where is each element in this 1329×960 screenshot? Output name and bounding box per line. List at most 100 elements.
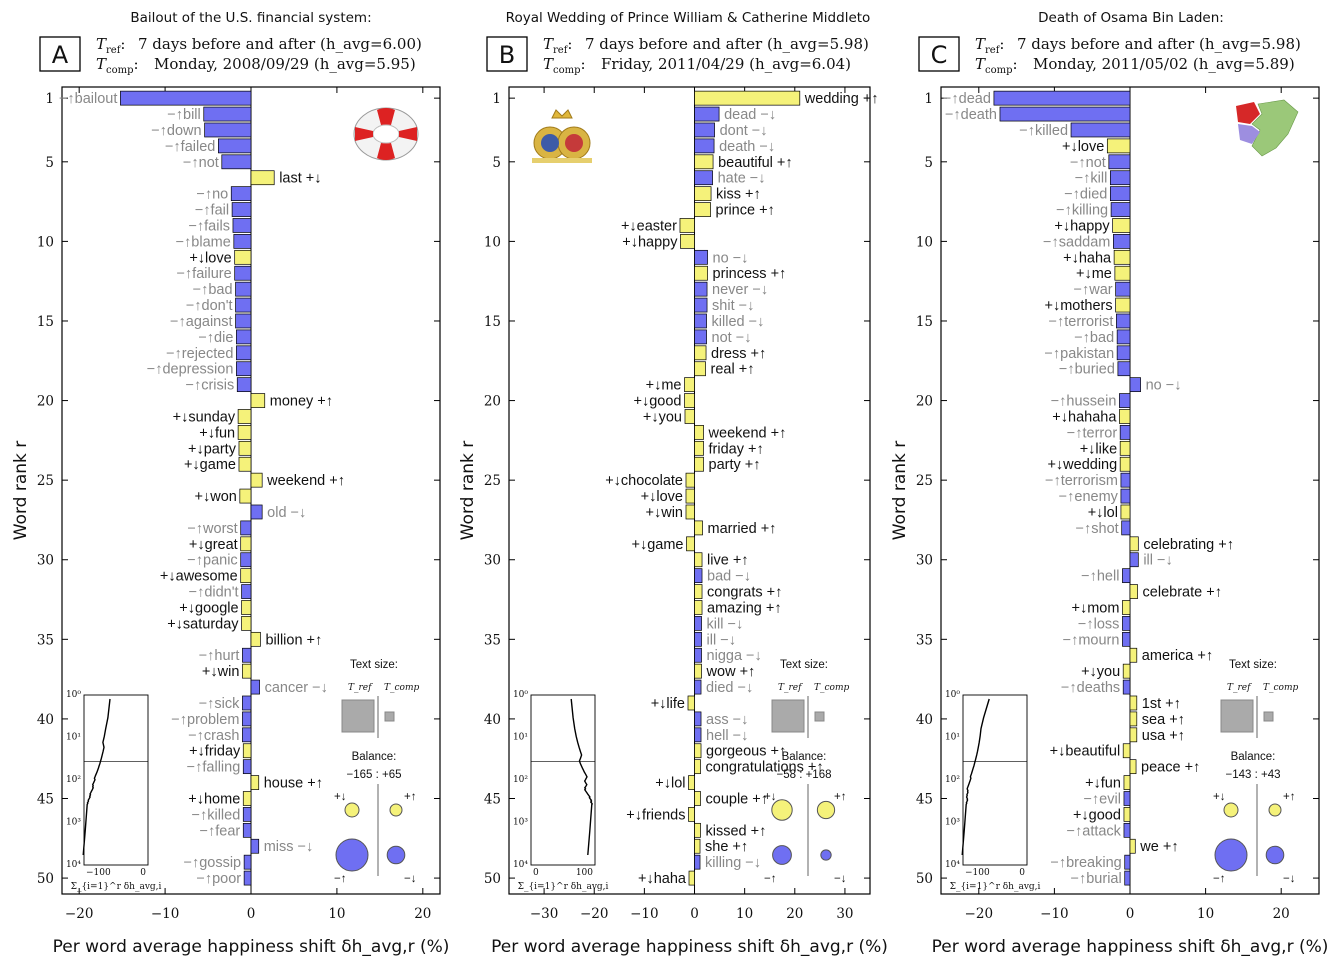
bar-label: −↑die xyxy=(198,330,233,346)
bar xyxy=(694,186,712,201)
y-tick-label: 10 xyxy=(37,234,54,250)
bar xyxy=(694,138,715,154)
bar xyxy=(1115,297,1131,313)
bar xyxy=(243,870,252,886)
bar xyxy=(243,854,252,870)
balance-pos-comp xyxy=(389,803,403,817)
bar xyxy=(694,679,702,695)
bar-label: no −↓ xyxy=(1146,378,1182,394)
bar-label: −↑terrorist xyxy=(1049,314,1114,330)
bar xyxy=(1122,679,1131,695)
bar-label: +↓haha xyxy=(638,871,687,887)
bar-label: shit −↓ xyxy=(712,298,754,314)
bar-label: she +↑ xyxy=(705,839,748,855)
y-tick-label: 50 xyxy=(484,871,501,887)
bar-label: +↓love xyxy=(189,250,231,266)
x-tick-label: 20 xyxy=(1273,906,1290,922)
bar-label: dead −↓ xyxy=(724,107,776,123)
y-axis-label: Word rank r xyxy=(890,441,910,541)
bar xyxy=(1129,552,1139,568)
cumulative-inset: 10⁰ 10¹ 10² 10³ 10⁴ 0 100 Σ_{i=1}^r δh_avg,i xyxy=(513,690,609,892)
tref-size-square xyxy=(771,699,805,733)
bar xyxy=(684,377,695,393)
bar-label: ill −↓ xyxy=(1143,553,1172,569)
bar-label: −↑attack xyxy=(1067,823,1122,839)
bar xyxy=(241,600,252,615)
tcomp-legend: T_comp xyxy=(1263,683,1298,693)
bar-label: party +↑ xyxy=(709,457,761,473)
bar xyxy=(240,536,252,552)
bar-label: killed −↓ xyxy=(712,314,765,330)
bar-label: no −↓ xyxy=(713,250,749,266)
bar xyxy=(237,409,252,424)
x-axis-label: Per word average happiness shift δh_avg,… xyxy=(932,937,1329,957)
bar-label: −↑loss xyxy=(1078,616,1120,632)
y-tick-label: 30 xyxy=(916,553,933,569)
inset-y-tick: 10³ xyxy=(513,818,528,828)
y-tick-label: 40 xyxy=(916,712,933,728)
bar-label: +↓awesome xyxy=(160,569,238,585)
bar xyxy=(688,775,695,790)
bar-label: −↑crash xyxy=(188,728,239,744)
bar xyxy=(694,759,701,775)
bar-label: nigga −↓ xyxy=(707,648,762,664)
bar-label: celebrating +↑ xyxy=(1143,537,1234,553)
balance-pos-ref xyxy=(771,799,793,821)
x-axis-label: Per word average happiness shift δh_avg,… xyxy=(53,937,450,957)
x-tick-label: 10 xyxy=(1197,906,1214,922)
y-tick-label: 15 xyxy=(916,314,933,330)
y-tick-label: 50 xyxy=(37,871,54,887)
balance-tag: +↓ xyxy=(334,791,346,803)
bar xyxy=(993,90,1131,106)
bar-label: married +↑ xyxy=(708,521,777,537)
bar xyxy=(1119,409,1131,424)
balance-value: −165 : +65 xyxy=(347,769,402,781)
bar xyxy=(1110,202,1131,217)
inset-x-label: Σ_{i=1}^r δh_avg,i xyxy=(518,882,609,892)
bar xyxy=(1122,600,1131,615)
bar-label: −↑rejected xyxy=(166,346,233,362)
bar-label: +↓happy xyxy=(1054,218,1110,234)
bar-label: billion +↑ xyxy=(265,632,322,648)
inset-x-label: Σ_{i=1}^r δh_avg,i xyxy=(950,882,1041,892)
bar-label: +↓beautiful xyxy=(1050,744,1121,760)
bar xyxy=(1117,361,1131,377)
bar xyxy=(694,600,703,615)
bar-label: +↓google xyxy=(179,600,238,616)
bar xyxy=(1116,313,1131,329)
bar-label: congrats +↑ xyxy=(707,585,782,601)
bar-label: −↑poor xyxy=(196,871,241,887)
x-tick-label: −10 xyxy=(1040,906,1069,922)
bar xyxy=(680,234,695,249)
y-tick-label: 20 xyxy=(916,394,933,410)
bar-label: weekend +↑ xyxy=(266,473,345,489)
bar xyxy=(1120,488,1131,504)
bar xyxy=(204,122,252,138)
bar xyxy=(1129,727,1138,743)
y-tick-label: 10 xyxy=(484,234,501,250)
bar-label: cancer −↓ xyxy=(265,680,328,696)
bar xyxy=(230,186,252,201)
bar-label: −↑not xyxy=(183,155,219,171)
bar-label: old −↓ xyxy=(267,505,306,521)
bar-label: last +↓ xyxy=(279,171,321,187)
balance-tag: +↓ xyxy=(764,791,776,803)
balance-pos-ref xyxy=(1223,802,1239,818)
y-tick-label: 1 xyxy=(45,91,54,107)
inset-y-tick: 10⁰ xyxy=(513,690,528,700)
bar xyxy=(694,854,701,870)
bar xyxy=(250,170,275,186)
bar xyxy=(250,775,260,790)
bar-label: peace +↑ xyxy=(1141,760,1200,776)
tref-label: Tref: xyxy=(975,35,1004,56)
tref-size-square xyxy=(1220,699,1254,733)
bar xyxy=(237,425,252,440)
y-tick-label: 45 xyxy=(916,791,933,807)
bar xyxy=(1123,807,1131,822)
bar xyxy=(1120,472,1131,488)
bar xyxy=(1122,568,1131,584)
x-tick-label: −10 xyxy=(151,906,180,922)
bar-label: +↓win xyxy=(646,505,683,521)
y-tick-label: 25 xyxy=(484,473,501,489)
tcomp-text: Monday, 2008/09/29 (h_avg=5.95) xyxy=(154,55,416,73)
